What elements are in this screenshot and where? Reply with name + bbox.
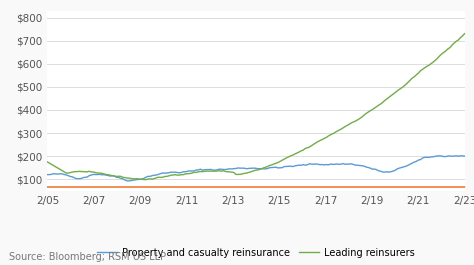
Property and casualty reinsurance	[126, 179, 132, 183]
Property and casualty reinsurance	[70, 175, 75, 179]
Leading reinsurers	[428, 62, 434, 65]
Property and casualty reinsurance	[158, 172, 164, 175]
Text: Source: Bloomberg; RSM US LLP: Source: Bloomberg; RSM US LLP	[9, 252, 166, 262]
Leading reinsurers	[443, 49, 448, 52]
Leading reinsurers	[61, 170, 67, 173]
Leading reinsurers	[45, 160, 50, 164]
Line: Property and casualty reinsurance: Property and casualty reinsurance	[47, 156, 465, 181]
Leading reinsurers	[143, 178, 149, 181]
Leading reinsurers	[158, 176, 164, 179]
Property and casualty reinsurance	[428, 155, 434, 158]
Leading reinsurers	[462, 32, 467, 35]
Property and casualty reinsurance	[45, 173, 50, 176]
Leading reinsurers	[70, 170, 75, 174]
Property and casualty reinsurance	[462, 154, 467, 158]
Line: Leading reinsurers: Leading reinsurers	[47, 34, 465, 180]
Legend: Property and casualty reinsurance, Leading reinsurers: Property and casualty reinsurance, Leadi…	[93, 244, 419, 262]
Property and casualty reinsurance	[122, 178, 128, 182]
Leading reinsurers	[122, 176, 128, 179]
Property and casualty reinsurance	[443, 155, 448, 158]
Property and casualty reinsurance	[61, 173, 67, 176]
Property and casualty reinsurance	[460, 154, 465, 157]
